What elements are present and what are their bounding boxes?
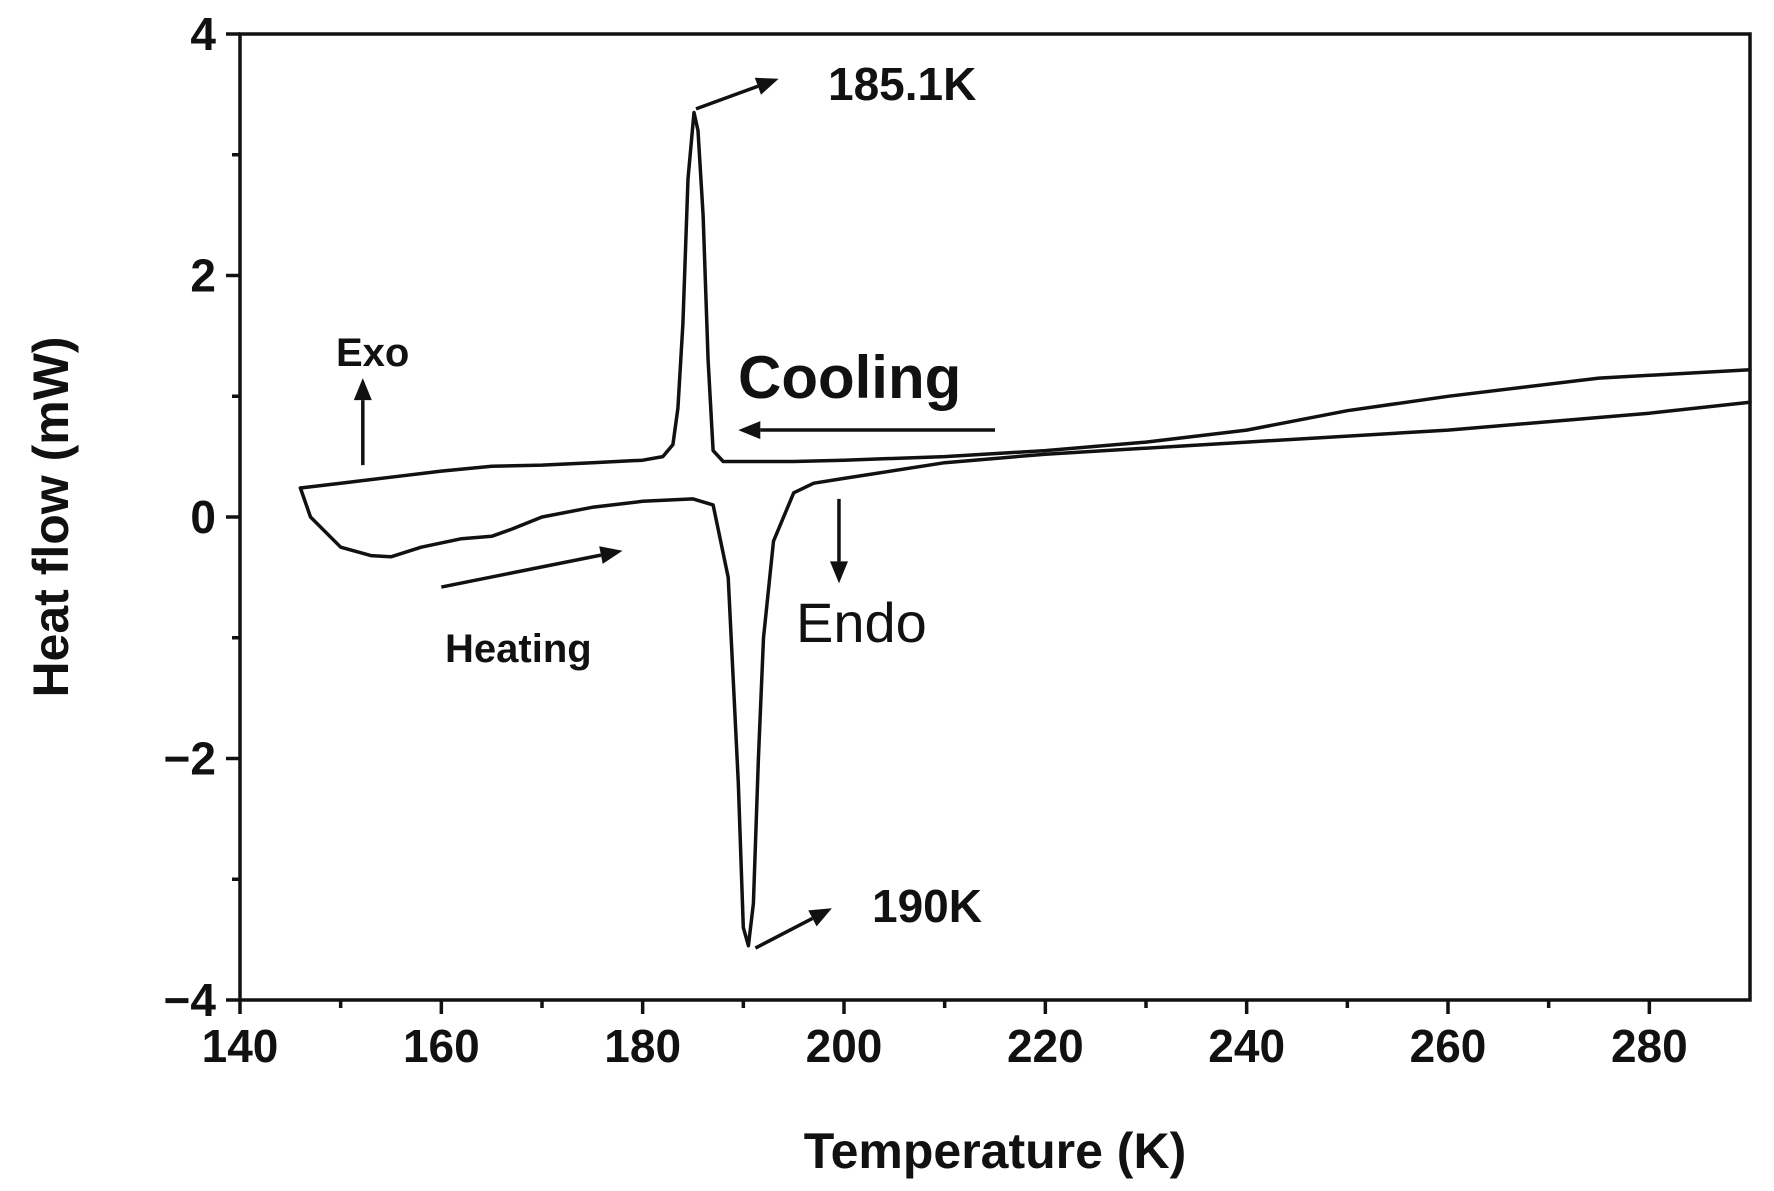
cooling-curve [298, 110, 1752, 490]
annotation-arrows [353, 77, 995, 950]
x-tick-label: 260 [1410, 1020, 1487, 1072]
exo-label: Exo [336, 331, 409, 375]
endo-label: Endo [796, 591, 927, 654]
endo-arrow [830, 498, 848, 584]
peak-endo-label: 190K [872, 880, 982, 932]
x-tick-label: 220 [1007, 1020, 1084, 1072]
x-tick-label: 200 [806, 1020, 883, 1072]
heating-arrow [440, 546, 623, 589]
y-tick-label: −2 [164, 733, 216, 785]
y-tick-label: 4 [190, 8, 216, 60]
y-tick-label: −4 [164, 974, 217, 1026]
cooling-arrow [738, 421, 995, 440]
y-axis-title: Heat flow (mW) [23, 336, 79, 697]
plot-frame [238, 32, 1752, 1002]
y-tick-label: 2 [190, 250, 216, 302]
curves [298, 110, 1752, 948]
peak-exo-label: 185.1K [828, 58, 976, 110]
heating-curve [298, 400, 1752, 948]
peak-endo-arrow [754, 908, 832, 950]
exo-arrow [353, 378, 372, 466]
peak-exo-arrow [695, 77, 779, 111]
x-tick-label: 160 [403, 1020, 480, 1072]
axis-ticks: 140 160 180 200 220 240 260 280 −4 −2 0 2 4 [164, 8, 1688, 1072]
x-tick-label: 180 [604, 1020, 681, 1072]
x-axis-title: Temperature (K) [804, 1123, 1186, 1179]
x-tick-label: 140 [202, 1020, 279, 1072]
heating-label: Heating [445, 627, 592, 671]
cooling-label: Cooling [738, 344, 961, 411]
x-tick-label: 240 [1208, 1020, 1285, 1072]
y-tick-label: 0 [190, 491, 216, 543]
x-tick-label: 280 [1611, 1020, 1688, 1072]
